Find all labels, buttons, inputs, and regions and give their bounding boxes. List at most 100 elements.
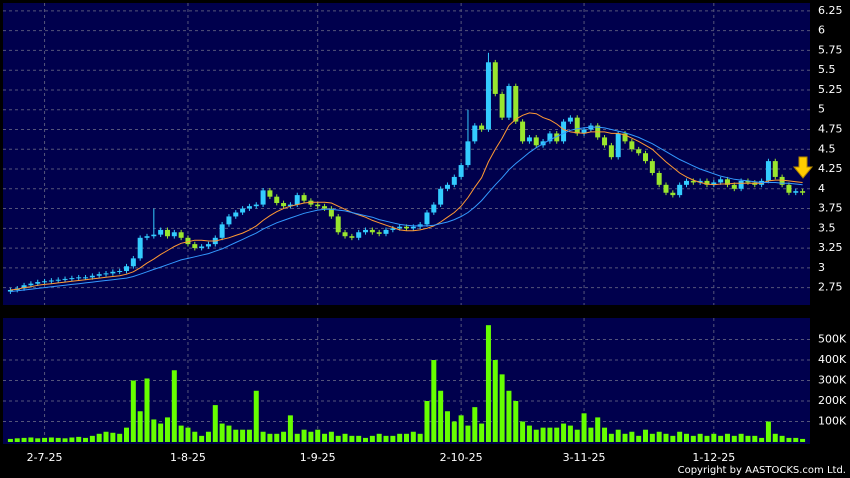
volume-bar xyxy=(752,435,758,442)
candle-body xyxy=(786,184,792,193)
candle-body xyxy=(76,277,82,279)
y-tick-label: 3 xyxy=(818,261,825,274)
candle-body xyxy=(171,232,177,237)
volume-bar xyxy=(574,429,580,442)
volume-tick-label: 400K xyxy=(818,353,847,366)
volume-bar xyxy=(649,433,655,442)
volume-bar xyxy=(69,437,75,442)
volume-tick-label: 500K xyxy=(818,333,847,346)
candle-body xyxy=(192,244,198,249)
candle-body xyxy=(520,121,526,142)
volume-bar xyxy=(683,433,689,442)
volume-bar xyxy=(704,435,710,442)
candle-body xyxy=(48,280,54,282)
candle-body xyxy=(793,191,799,193)
candle-body xyxy=(431,204,437,213)
candle-body xyxy=(636,149,642,154)
volume-bar xyxy=(390,435,396,442)
volume-bar xyxy=(137,411,143,442)
volume-bar xyxy=(738,433,744,442)
x-tick-label: 3-11-25 xyxy=(563,451,606,464)
volume-bar xyxy=(21,437,27,442)
volume-bar xyxy=(581,413,587,442)
candle-body xyxy=(608,145,614,158)
candle-body xyxy=(390,228,396,230)
candle-body xyxy=(137,237,143,259)
volume-bar xyxy=(472,407,478,442)
y-tick-label: 4.75 xyxy=(818,122,843,135)
volume-bar xyxy=(363,437,369,442)
volume-bar xyxy=(110,432,116,442)
candle-body xyxy=(199,246,205,249)
candle-body xyxy=(506,86,512,118)
volume-bar xyxy=(485,325,491,442)
volume-bar xyxy=(492,360,498,442)
plot-layer: 2.75 3 3.25 3.5 3.75 4 4.25 4.5 4.75 5 5.25 5.5 5.75… xyxy=(3,3,847,464)
volume-bar xyxy=(7,438,13,442)
volume-bar xyxy=(779,435,785,442)
candle-body xyxy=(513,86,519,122)
candle-body xyxy=(533,137,539,146)
volume-bar xyxy=(219,423,225,442)
candle-body xyxy=(363,229,369,233)
volume-bar xyxy=(506,390,512,442)
candle-body xyxy=(690,180,696,183)
volume-tick-label: 300K xyxy=(818,374,847,387)
candle-body xyxy=(738,180,744,189)
volume-bar xyxy=(356,435,362,442)
y-tick-label: 4.5 xyxy=(818,142,836,155)
volume-bar xyxy=(547,427,553,442)
volume-bar xyxy=(349,435,355,442)
candle-body xyxy=(649,161,655,173)
candle-body xyxy=(164,229,170,237)
volume-bar xyxy=(301,429,307,442)
candle-body xyxy=(731,184,737,189)
volume-bar xyxy=(526,425,532,442)
volume-bar xyxy=(383,435,389,442)
volume-bar xyxy=(35,438,41,442)
candle-body xyxy=(458,165,464,177)
candle-body xyxy=(629,141,635,150)
candle-body xyxy=(301,195,307,201)
volume-bar xyxy=(144,378,150,442)
candle-body xyxy=(800,191,806,193)
volume-bar xyxy=(410,431,416,442)
volume-bar xyxy=(76,436,82,442)
candle-body xyxy=(438,188,444,205)
volume-bar xyxy=(697,433,703,442)
price-panel xyxy=(3,3,810,305)
candle-body xyxy=(561,121,567,142)
candle-body xyxy=(656,172,662,185)
candle-body xyxy=(322,206,328,209)
volume-bar xyxy=(451,421,457,442)
volume-bar xyxy=(212,405,218,442)
volume-bar xyxy=(124,427,130,442)
volume-bar xyxy=(786,437,792,442)
candle-body xyxy=(485,62,491,130)
volume-bar xyxy=(308,431,314,442)
candle-body xyxy=(465,141,471,166)
y-tick-label: 5.75 xyxy=(818,43,843,56)
volume-bar xyxy=(643,429,649,442)
candle-body xyxy=(779,176,785,185)
volume-bar xyxy=(629,431,635,442)
candle-body xyxy=(677,184,683,196)
candle-body xyxy=(328,208,334,217)
candle-body xyxy=(704,180,710,185)
volume-bar xyxy=(260,431,266,442)
volume-tick-label: 100K xyxy=(818,415,847,428)
volume-bar xyxy=(322,433,328,442)
candle-body xyxy=(55,279,61,281)
candle-body xyxy=(479,125,485,130)
volume-bar xyxy=(397,433,403,442)
candle-body xyxy=(226,216,232,225)
candle-body xyxy=(205,244,211,247)
moving-average-line xyxy=(10,126,803,293)
candle-body xyxy=(315,204,321,207)
candle-body xyxy=(574,117,580,134)
candle-body xyxy=(260,190,266,205)
candle-body xyxy=(745,180,751,183)
candle-body xyxy=(240,208,246,213)
volume-bar xyxy=(724,433,730,442)
